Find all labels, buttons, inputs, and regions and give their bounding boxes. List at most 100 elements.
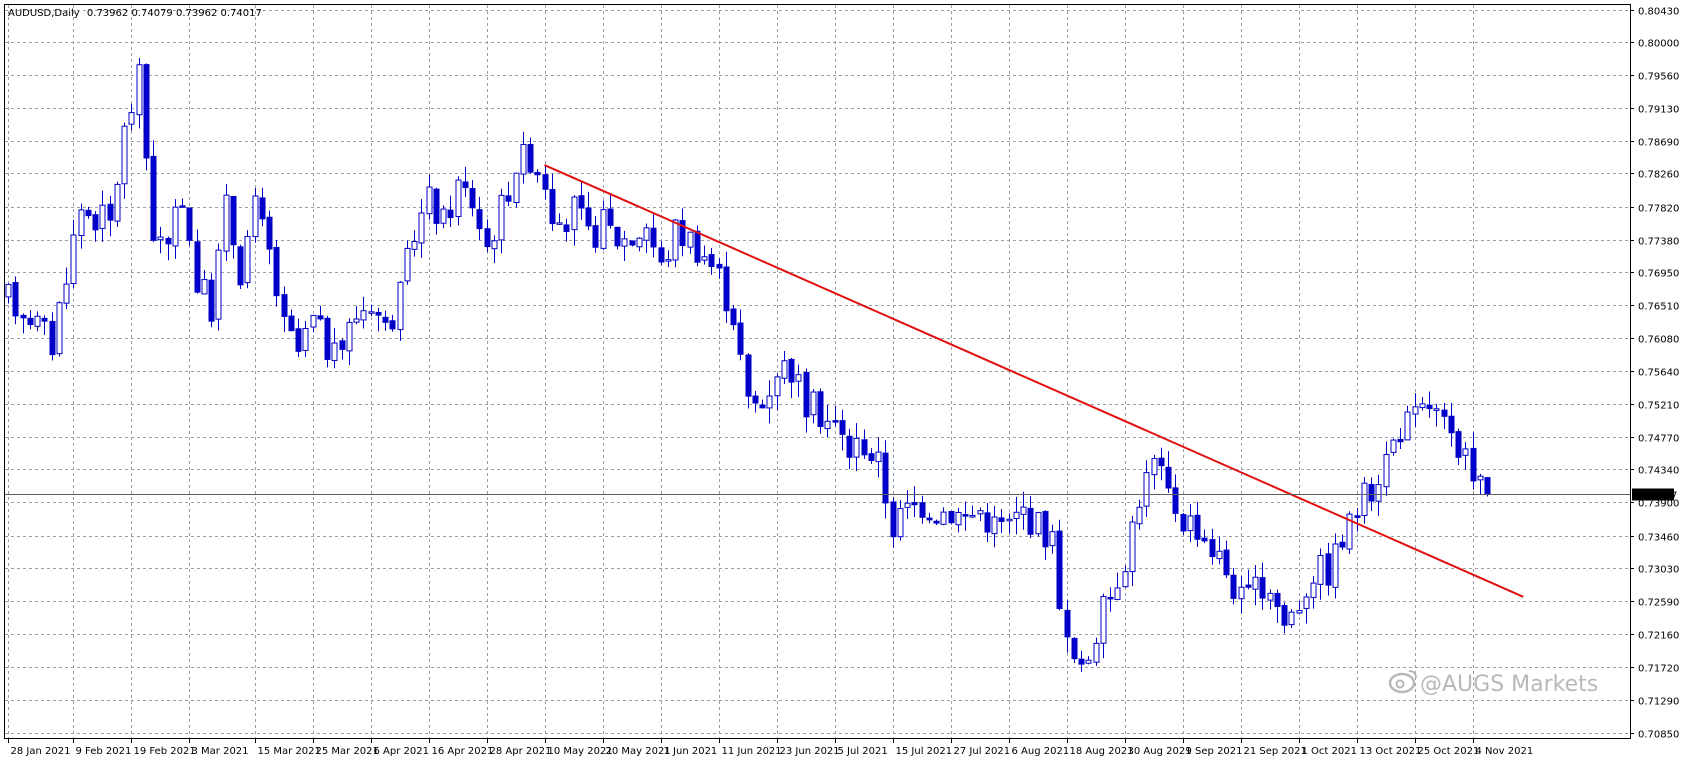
candle — [1404, 405, 1411, 441]
candle — [1100, 593, 1107, 659]
candle — [788, 358, 795, 399]
candle — [614, 226, 621, 250]
candle — [513, 172, 520, 208]
chart-title: AUDUSD,Daily 0.73962 0.74079 0.73962 0.7… — [8, 8, 262, 19]
time-tick-label: 11 Jun 2021 — [722, 746, 782, 757]
candle — [375, 307, 382, 332]
candle — [1165, 451, 1172, 493]
price-tick-label: 0.70850 — [1638, 730, 1679, 741]
candle — [85, 206, 92, 219]
candle — [650, 214, 657, 258]
candle — [730, 304, 737, 331]
candle — [411, 230, 418, 257]
candle — [839, 409, 846, 451]
candle — [1042, 510, 1049, 561]
candle — [723, 251, 730, 324]
candle — [1281, 602, 1288, 634]
candle — [810, 389, 817, 424]
candle — [1136, 499, 1143, 530]
candle — [1375, 474, 1382, 516]
candle — [716, 258, 723, 279]
candle — [1455, 428, 1462, 465]
price-tick-label: 0.80430 — [1638, 7, 1679, 18]
candle — [208, 273, 215, 328]
candle — [752, 391, 759, 413]
price-tick-label: 0.78690 — [1638, 138, 1679, 149]
candle — [1325, 542, 1332, 596]
trendline[interactable] — [544, 164, 1524, 598]
price-tick-label: 0.73030 — [1638, 565, 1679, 576]
current-price-label: 0.74017 — [1632, 488, 1677, 502]
candle — [360, 296, 367, 329]
candle — [281, 286, 288, 333]
candle — [832, 405, 839, 427]
candle — [172, 199, 179, 259]
candle — [679, 208, 686, 257]
candle — [426, 174, 433, 220]
candle — [368, 304, 375, 317]
candle — [1477, 473, 1484, 496]
candle — [1470, 432, 1477, 490]
candle — [27, 310, 34, 330]
candle — [919, 495, 926, 524]
price-axis: 0.80430 0.80000 0.79560 0.79130 0.78690 0.782… — [1630, 7, 1679, 741]
candle — [1267, 589, 1274, 610]
candle — [998, 509, 1005, 534]
candle — [933, 519, 940, 526]
candle — [1064, 600, 1071, 653]
candle — [433, 187, 440, 235]
candle — [629, 240, 636, 247]
candle — [252, 188, 259, 243]
candle — [331, 327, 338, 369]
candle — [1172, 474, 1179, 523]
candle — [875, 437, 882, 478]
candle — [1020, 491, 1027, 530]
candle — [817, 388, 824, 434]
candle — [991, 505, 998, 548]
candle — [92, 211, 99, 242]
candle — [1122, 565, 1129, 588]
candle — [397, 280, 404, 341]
candle — [759, 399, 766, 409]
candle — [1085, 656, 1092, 665]
candle — [1216, 536, 1223, 565]
candle — [1274, 589, 1281, 624]
time-tick-label: 13 Oct 2021 — [1360, 746, 1422, 757]
candle — [1107, 587, 1114, 612]
candle — [969, 505, 976, 519]
candle — [1209, 528, 1216, 565]
candle — [157, 226, 164, 254]
time-tick-label: 15 Mar 2021 — [258, 746, 321, 757]
candle — [861, 429, 868, 459]
time-tick-label: 30 Aug 2021 — [1128, 746, 1192, 757]
candle — [1093, 637, 1100, 666]
candle — [382, 310, 389, 331]
candle — [563, 218, 570, 242]
time-tick-label: 10 May 2021 — [548, 746, 613, 757]
price-tick-label: 0.72160 — [1638, 631, 1679, 642]
candle — [556, 213, 563, 225]
candles — [5, 58, 1491, 672]
candle — [491, 235, 498, 264]
candle — [346, 318, 353, 366]
candle — [107, 195, 114, 237]
time-tick-label: 9 Sep 2021 — [1186, 746, 1243, 757]
candle — [1390, 438, 1397, 456]
candle — [701, 245, 708, 265]
candle — [136, 58, 143, 129]
candle — [70, 219, 77, 289]
candle — [585, 191, 592, 231]
price-tick-label: 0.72590 — [1638, 598, 1679, 609]
candle — [1056, 519, 1063, 611]
candle — [230, 195, 237, 259]
candle — [223, 184, 230, 261]
candle — [1049, 524, 1056, 554]
candle — [259, 187, 266, 227]
candle — [389, 314, 396, 332]
price-tick-label: 0.71290 — [1638, 697, 1679, 708]
candle — [462, 166, 469, 197]
candle — [114, 181, 121, 227]
candle — [1230, 567, 1237, 605]
candle — [890, 497, 897, 548]
